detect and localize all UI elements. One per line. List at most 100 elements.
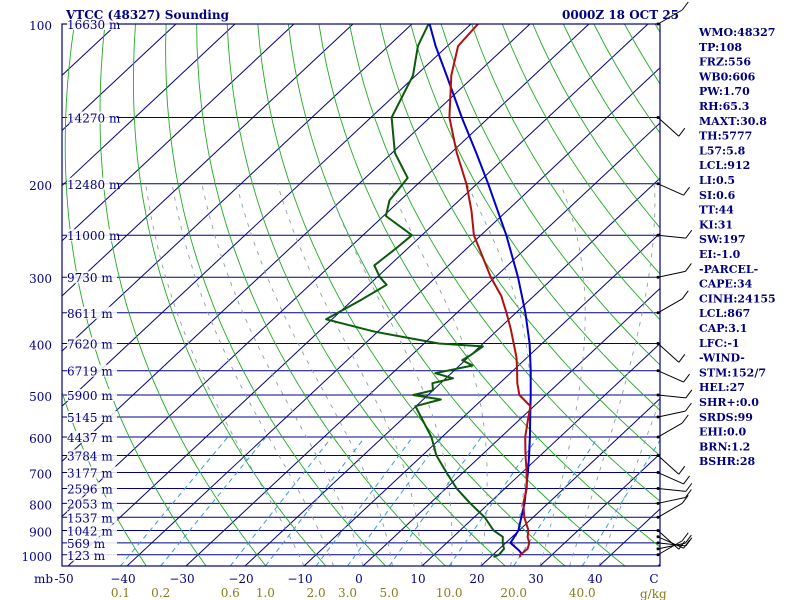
height-tick-label: 569 m — [67, 537, 106, 551]
index-item: FRZ:556 — [699, 56, 751, 69]
height-tick-label: 1537 m — [67, 511, 113, 525]
dry-adiabat — [196, 24, 446, 566]
wind-barb-flag — [683, 186, 690, 196]
sounding-traces — [325, 24, 532, 558]
wind-barb-flag — [681, 290, 689, 300]
index-item: LI:0.5 — [699, 174, 735, 187]
moist-adiabat — [388, 183, 488, 566]
temperature-tick-label: 30 — [528, 572, 543, 586]
wind-barb-base — [656, 342, 660, 346]
wind-barb — [656, 115, 686, 137]
index-item: LFC:-1 — [699, 337, 740, 350]
dry-adiabat — [471, 24, 660, 321]
wind-barb-flag — [681, 414, 689, 424]
height-tick-label: 3177 m — [67, 467, 113, 481]
wind-barb — [656, 453, 686, 475]
index-item: SHR+:0.0 — [699, 396, 759, 409]
index-item: WMO:48327 — [698, 26, 775, 39]
index-item: BSHR:28 — [699, 455, 755, 468]
pressure-tick-label: 800 — [29, 498, 52, 512]
wind-barb — [656, 342, 686, 363]
wind-barb — [656, 532, 689, 557]
mixing-ratio-tick-label: 20.0 — [500, 586, 527, 600]
mixing-ratio-line — [229, 436, 333, 566]
wind-barb-flag — [683, 373, 690, 383]
height-label-bg — [67, 177, 117, 190]
wind-barb-base — [656, 311, 660, 315]
wind-barb — [656, 389, 693, 399]
index-item: CAPE:34 — [699, 278, 753, 291]
wind-barb — [656, 229, 693, 239]
height-label-bg — [67, 364, 117, 377]
mixing-ratio-line — [581, 439, 660, 566]
moist-adiabat — [171, 183, 334, 566]
height-label-bg — [67, 229, 117, 242]
wind-barb-flag — [684, 534, 692, 544]
wind-barb-base — [656, 547, 660, 551]
height-tick-label: 14270 m — [67, 111, 121, 125]
height-tick-label: 6719 m — [67, 365, 113, 379]
index-item: STM:152/7 — [699, 366, 766, 379]
height-label-bg — [67, 548, 117, 561]
dry-adiabat — [349, 24, 660, 502]
height-label-bg — [67, 111, 117, 124]
pressure-tick-label: 900 — [29, 525, 52, 539]
height-label-bg — [67, 431, 117, 444]
index-item: BRN:1.2 — [699, 440, 750, 453]
mixing-ratio-line — [160, 436, 267, 566]
grid-lines — [62, 24, 660, 566]
index-item: HEL:27 — [699, 381, 745, 394]
dry-adiabat — [64, 24, 207, 566]
wind-barb-base — [656, 528, 660, 532]
chart-title: VTCC (48327) Sounding — [65, 8, 230, 22]
wind-barb-flag — [684, 263, 692, 272]
index-item: CAP:3.1 — [699, 322, 747, 335]
temperature-tick-label: −40 — [110, 572, 135, 586]
temperature-trace — [448, 24, 532, 558]
height-label-bg — [67, 466, 117, 479]
height-label-bg — [67, 511, 117, 524]
dry-adiabat — [440, 24, 660, 366]
mixing-ratio-tick-label: 2.0 — [307, 586, 326, 600]
moist-adiabat — [326, 183, 453, 566]
height-tick-label: 5900 m — [67, 389, 113, 403]
isotherm-line — [185, 122, 660, 566]
height-label-bg — [67, 410, 117, 423]
wind-barb-base — [656, 369, 660, 373]
temperature-tick-label: C — [649, 572, 658, 586]
wind-barb-staff — [657, 422, 683, 438]
index-item: LCL:912 — [699, 159, 750, 172]
wind-barb-flag — [678, 127, 686, 137]
wind-barb-staff — [657, 370, 684, 383]
wind-barb — [656, 402, 692, 419]
wind-barb — [656, 483, 693, 492]
wind-barb-staff — [657, 117, 680, 137]
wind-barb — [656, 182, 690, 196]
dry-adiabat — [501, 24, 660, 275]
index-item: EHI:0.0 — [699, 426, 746, 439]
mixing-ratio-line — [120, 436, 229, 566]
pressure-tick-label: 400 — [29, 339, 52, 353]
wind-barb-flag — [685, 483, 693, 492]
wind-barb-staff — [657, 183, 684, 196]
dry-adiabat — [379, 24, 660, 457]
height-tick-label: 9730 m — [67, 271, 113, 285]
wind-barb-base — [656, 453, 660, 457]
height-tick-label: 2053 m — [67, 497, 113, 511]
mixing-ratio-unit: g/kg — [640, 587, 667, 600]
height-tick-label: 12480 m — [67, 178, 121, 192]
mixing-ratio-tick-label: 0.2 — [151, 586, 170, 600]
mixing-ratio-tick-label: 0.1 — [111, 586, 130, 600]
wind-barb-flag — [685, 389, 693, 399]
wind-barbs — [656, 1, 693, 557]
index-item: -PARCEL- — [699, 263, 758, 276]
index-item: SI:0.6 — [699, 189, 736, 202]
height-label-bg — [67, 482, 117, 495]
height-tick-label: 3784 m — [67, 449, 113, 463]
index-item: -WIND- — [699, 352, 745, 365]
dry-adiabat — [99, 24, 267, 566]
wind-barb — [656, 534, 692, 551]
wind-barb-flag — [684, 402, 692, 412]
wind-barb-flag — [683, 539, 690, 549]
height-label-bg — [67, 497, 117, 510]
